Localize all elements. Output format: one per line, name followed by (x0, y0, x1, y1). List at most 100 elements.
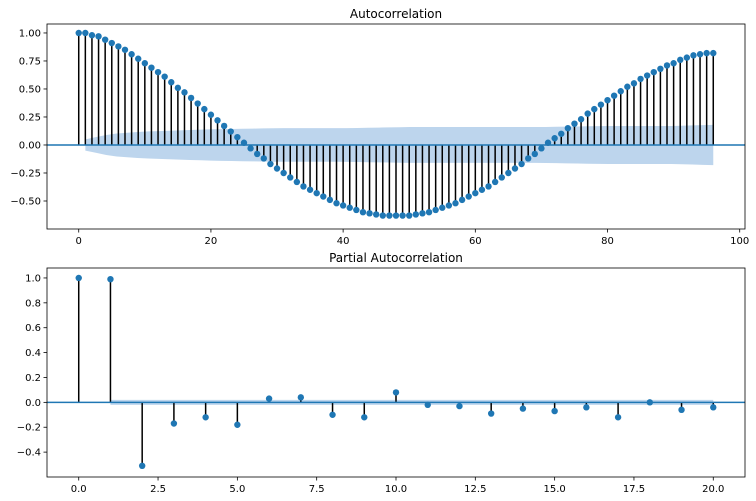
data-point (670, 60, 677, 67)
data-point (445, 202, 453, 209)
data-point (280, 169, 287, 177)
y-tick-label: 1.00 (19, 28, 41, 39)
data-point (439, 204, 446, 211)
data-point (696, 51, 704, 58)
x-tick-label: 40 (337, 236, 350, 247)
data-point (220, 122, 228, 130)
data-point (604, 96, 611, 104)
data-point (187, 94, 195, 102)
data-point (361, 414, 368, 421)
data-point (247, 145, 254, 152)
x-tick-label: 5.0 (229, 484, 245, 495)
axes-frame (46, 23, 746, 230)
data-point (95, 33, 102, 40)
data-point (583, 404, 590, 411)
data-point (498, 174, 505, 181)
data-point (121, 46, 129, 53)
data-point (194, 100, 201, 107)
data-point (227, 128, 234, 135)
data-point (610, 92, 618, 99)
data-point (412, 211, 420, 218)
pacf-chart: Partial Autocorrelation 0.0 2.5 5.0 7.5 10.0… (17, 251, 746, 495)
data-point (519, 405, 527, 412)
data-point (293, 178, 301, 186)
data-point (392, 389, 400, 396)
data-point (597, 101, 605, 108)
data-point (710, 404, 717, 411)
data-point (366, 210, 373, 217)
x-tick-label: 60 (469, 236, 482, 247)
data-point (300, 183, 307, 190)
x-tick-label: 80 (601, 236, 614, 247)
x-tick-label: 0 (76, 236, 82, 247)
data-point (491, 178, 499, 186)
data-point (518, 160, 525, 168)
data-point (614, 414, 622, 421)
x-tick-label: 15.0 (544, 484, 566, 495)
data-point (425, 208, 433, 216)
data-point (306, 186, 314, 193)
data-point (637, 75, 644, 83)
data-point (485, 183, 492, 190)
data-point (240, 139, 248, 146)
data-point (141, 60, 149, 67)
data-point (75, 274, 82, 282)
data-point (260, 155, 268, 162)
data-point (472, 189, 479, 197)
data-point (584, 110, 591, 117)
data-point (487, 410, 495, 417)
x-tick-label: 17.5 (623, 484, 645, 495)
data-point (253, 150, 261, 158)
data-point (333, 200, 340, 207)
data-point (138, 462, 146, 470)
data-point (458, 196, 466, 204)
data-point (505, 169, 512, 177)
data-point (406, 212, 413, 219)
data-point (511, 165, 519, 172)
x-tick-label: 100 (730, 236, 749, 247)
data-point (456, 402, 463, 410)
y-tick-label: −0.4 (17, 448, 41, 459)
acf-chart: Autocorrelation 0 20 40 60 80 100 −0.50 −0.25 0.… (10, 7, 749, 247)
data-point (128, 51, 135, 58)
data-point (399, 212, 406, 219)
y-tick-label: 0.00 (19, 140, 41, 151)
x-tick-label: 20 (205, 236, 218, 247)
data-point (432, 206, 439, 214)
data-point (75, 29, 82, 37)
data-point (551, 407, 558, 415)
data-point (478, 186, 486, 193)
y-tick-label: 0.2 (25, 373, 41, 384)
data-point (663, 62, 671, 69)
data-point (234, 421, 241, 428)
data-point (168, 79, 175, 86)
y-tick-label: 0.25 (19, 112, 41, 123)
data-point (591, 105, 598, 113)
data-point (643, 72, 651, 79)
data-point (82, 29, 89, 37)
data-point (379, 212, 386, 219)
data-point (214, 117, 221, 124)
data-point (329, 411, 336, 418)
data-point (287, 174, 294, 181)
y-tick-label: 1.0 (25, 273, 41, 284)
data-point (657, 65, 664, 73)
data-point (630, 80, 638, 87)
data-point (353, 206, 360, 214)
data-point (617, 88, 624, 95)
data-point (683, 54, 691, 61)
x-tick-label: 0.0 (71, 484, 87, 495)
data-point (313, 189, 320, 197)
data-point (564, 124, 572, 132)
data-point (326, 196, 334, 204)
y-tick-label: 0.75 (19, 56, 41, 67)
data-point (101, 36, 109, 43)
data-point (677, 56, 684, 64)
data-point (424, 401, 431, 409)
data-point (551, 135, 558, 142)
data-point (703, 49, 710, 57)
y-tick-label: 0.4 (25, 348, 41, 359)
data-point (265, 395, 273, 402)
y-tick-label: 0.8 (25, 298, 41, 309)
y-tick-label: −0.2 (17, 423, 41, 434)
